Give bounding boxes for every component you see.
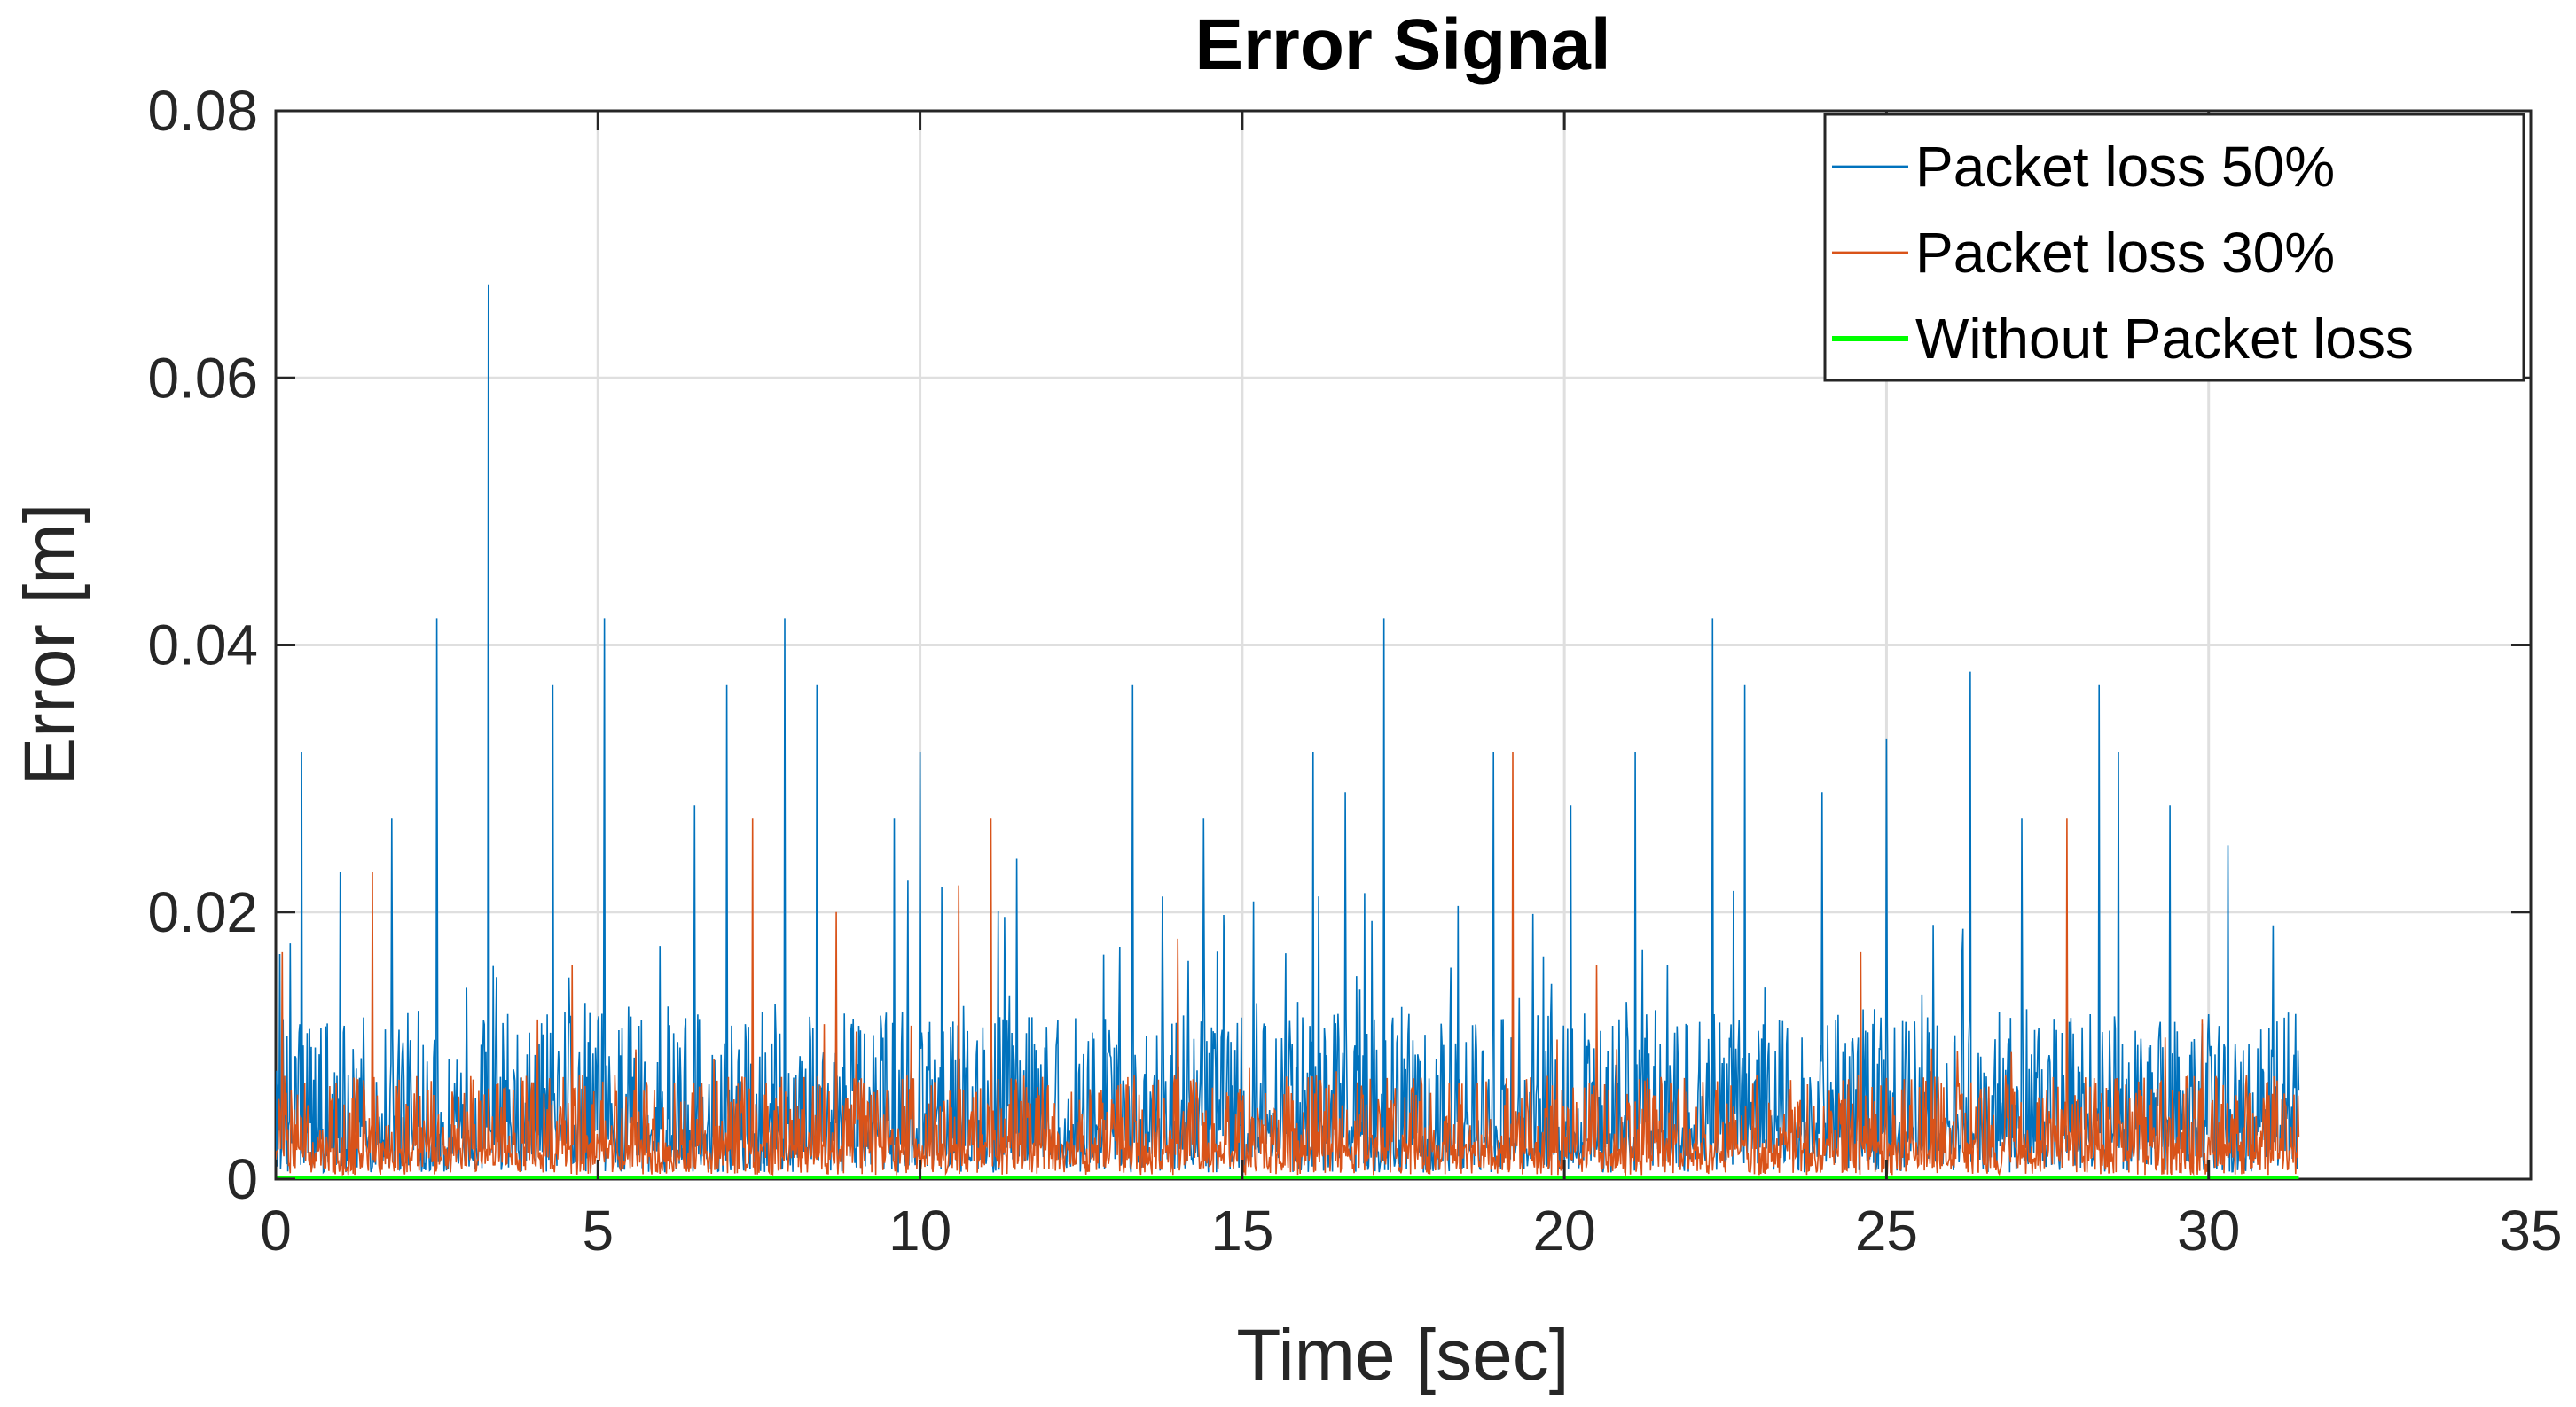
series-line-packet-loss-50 xyxy=(276,284,2300,1175)
legend-label: Packet loss 50% xyxy=(1915,135,2335,199)
x-tick-label: 20 xyxy=(1533,1199,1596,1262)
chart-title: Error Signal xyxy=(1194,4,1610,85)
y-tick-label: 0.08 xyxy=(147,79,258,143)
y-tick-label: 0.04 xyxy=(147,614,258,677)
x-tick-label: 15 xyxy=(1210,1199,1273,1262)
x-tick-label: 30 xyxy=(2177,1199,2240,1262)
y-axis-ticks: 0 0.02 0.04 0.06 0.08 xyxy=(147,79,2531,1211)
y-tick-label: 0.02 xyxy=(147,880,258,944)
x-tick-label: 5 xyxy=(582,1199,614,1262)
y-tick-label: 0.06 xyxy=(147,346,258,410)
legend-label: Without Packet loss xyxy=(1915,307,2414,371)
x-tick-label: 10 xyxy=(889,1199,951,1262)
series-group xyxy=(276,284,2300,1179)
legend-label: Packet loss 30% xyxy=(1915,221,2335,285)
series-line-packet-loss-30 xyxy=(276,751,2300,1177)
x-axis-ticks: 0 5 10 15 20 25 30 35 xyxy=(260,111,2563,1262)
legend: Packet loss 50% Packet loss 30% Without Pa… xyxy=(1823,113,2525,382)
y-tick-label: 0 xyxy=(226,1147,258,1211)
x-tick-label: 35 xyxy=(2499,1199,2562,1262)
x-tick-label: 25 xyxy=(1855,1199,1918,1262)
x-axis-label: Time [sec] xyxy=(1236,1315,1569,1395)
x-tick-label: 0 xyxy=(260,1199,292,1262)
legend-box xyxy=(1823,113,2525,382)
y-axis-label: Error [m] xyxy=(10,504,90,786)
